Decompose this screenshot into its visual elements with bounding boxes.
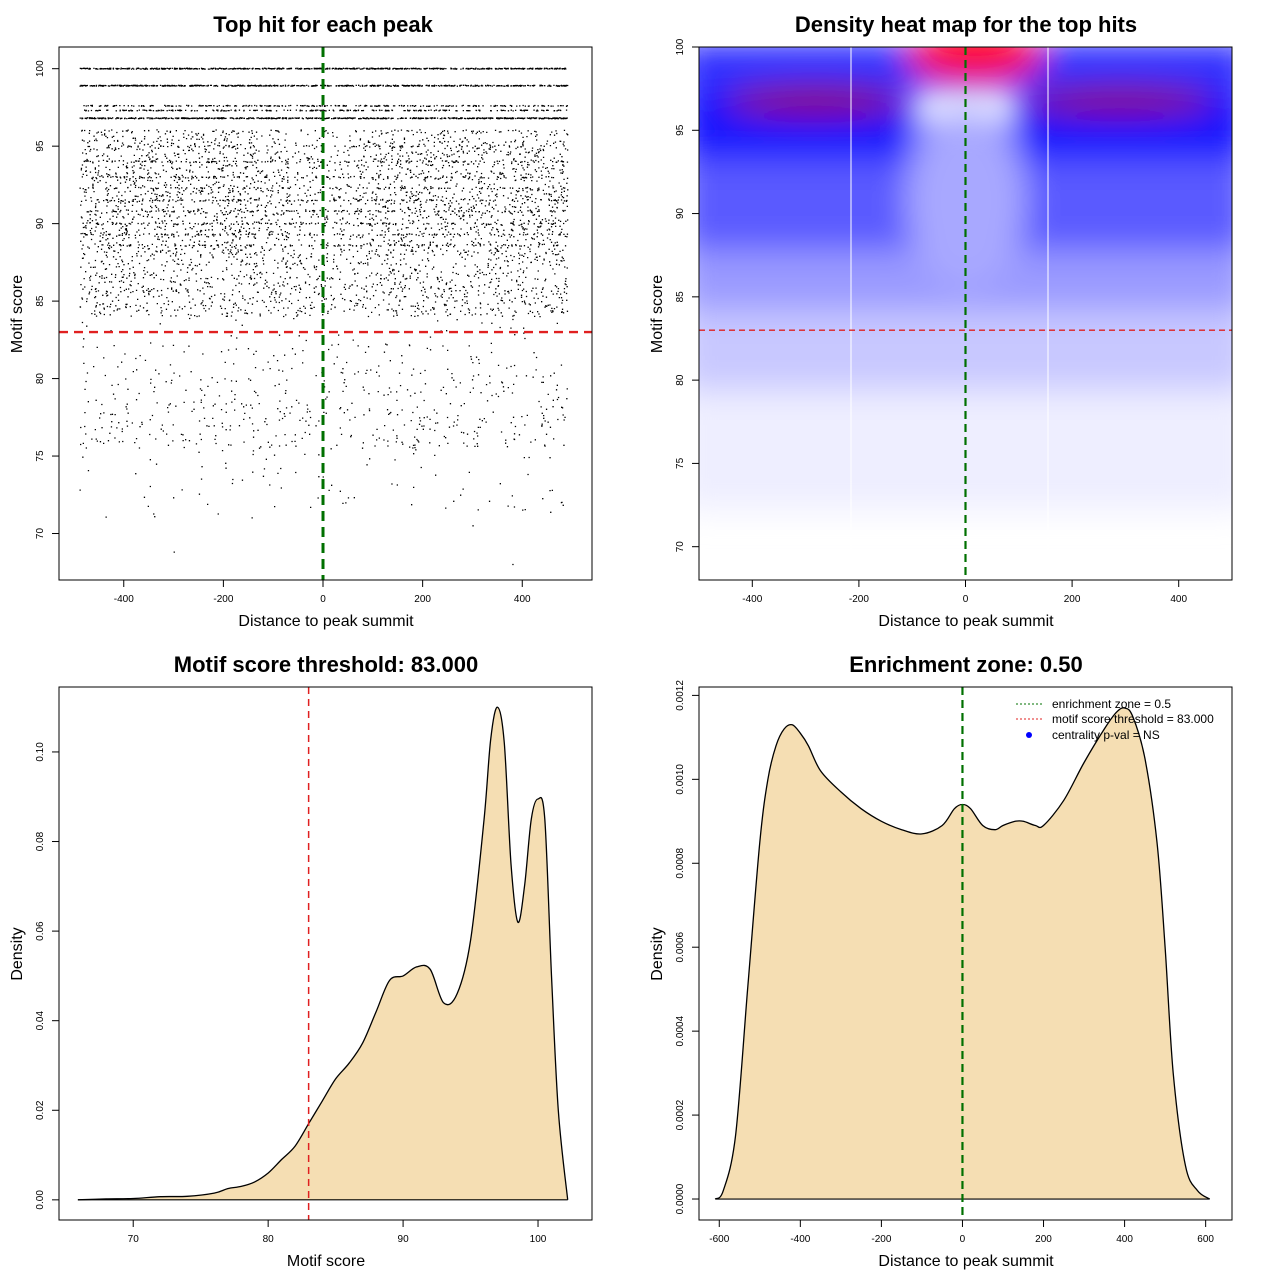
scatter-ytick-label: 85	[35, 295, 46, 307]
heatmap-xtick-label: 200	[1064, 594, 1081, 605]
distance-density-ytick-label: 0.0006	[675, 931, 686, 962]
scatter-xlabel: Distance to peak summit	[238, 613, 414, 630]
distance-density-ytick-label: 0.0010	[675, 764, 686, 795]
heatmap-core-top	[905, 47, 1045, 79]
heatmap-title: Density heat map for the top hits	[795, 12, 1137, 37]
score-density-ytick-label: 0.04	[35, 1011, 46, 1031]
distance-density-xtick-label: -200	[871, 1234, 891, 1245]
scatter-ytick-label: 70	[35, 528, 46, 540]
scatter-ytick-label: 100	[35, 60, 46, 77]
score-density-curve	[77, 706, 569, 1201]
scatter-plot-frame	[58, 46, 593, 581]
distance-density-frame	[698, 686, 1233, 1221]
score-density-xtick-label: 80	[263, 1234, 275, 1245]
scatter-ytick-label: 90	[35, 218, 46, 230]
heatmap-density	[699, 47, 1232, 510]
heatmap-ytick-label: 90	[675, 208, 686, 220]
legend-enrichment-label: enrichment zone = 0.5	[1052, 697, 1171, 711]
legend-centrality-label: centrality p-val = NS	[1052, 728, 1160, 742]
legend-centrality-swatch	[1026, 732, 1032, 738]
scatter-xtick-label: 200	[414, 594, 431, 605]
distance-density-ytick-label: 0.0008	[675, 848, 686, 879]
distance-density-ytick-label: 0.0002	[675, 1099, 686, 1130]
score-density-xlabel: Motif score	[287, 1253, 365, 1270]
scatter-point-marks	[79, 67, 569, 566]
scatter-points	[59, 47, 592, 580]
legend-threshold-label: motif score threshold = 83.000	[1052, 712, 1214, 726]
score-density-ytick-label: 0.02	[35, 1100, 46, 1120]
heatmap-core-right	[1025, 88, 1215, 114]
heatmap-overlay	[699, 47, 1232, 580]
score-density-ticks: 70 80 90 100 0.00 0.02 0.04 0.06 0.08 0.10	[35, 742, 547, 1245]
distance-density-xlabel: Distance to peak summit	[878, 1253, 1054, 1270]
score-density-ytick-label: 0.06	[35, 921, 46, 941]
heatmap-ytick-label: 85	[675, 291, 686, 303]
distance-density-xtick-label: 600	[1197, 1234, 1214, 1245]
heatmap-ytick-label: 100	[675, 38, 686, 55]
scatter-panel: Top hit for each peak Distance to peak s…	[9, 12, 593, 630]
distance-density-panel: Enrichment zone: 0.50 Distance to peak s…	[649, 652, 1233, 1270]
heatmap-xtick-label: -200	[849, 594, 869, 605]
heatmap-ytick-label: 95	[675, 124, 686, 136]
distance-density-xtick-label: 200	[1035, 1234, 1052, 1245]
scatter-ylabel: Motif score	[9, 275, 26, 353]
scatter-ytick-label: 80	[35, 373, 46, 385]
score-density-ytick-label: 0.10	[35, 742, 46, 762]
heatmap-ytick-label: 75	[675, 457, 686, 469]
heatmap-ticks: -400 -200 0 200 400 70 75 80 85 90 95 100	[675, 38, 1187, 605]
scatter-xtick-label: -200	[213, 594, 233, 605]
score-density-area-fill	[77, 707, 568, 1200]
distance-density-title: Enrichment zone: 0.50	[849, 652, 1083, 677]
distance-density-xtick-label: 400	[1116, 1234, 1133, 1245]
score-density-ylabel: Density	[9, 927, 26, 980]
legend: enrichment zone = 0.5 motif score thresh…	[1016, 697, 1214, 742]
distance-density-ytick-label: 0.0000	[675, 1183, 686, 1214]
heatmap-xtick-label: 0	[963, 594, 969, 605]
scatter-xtick-label: 400	[514, 594, 531, 605]
heatmap-core-left	[725, 87, 905, 115]
heatmap-ytick-label: 80	[675, 374, 686, 386]
heatmap-xlabel: Distance to peak summit	[878, 613, 1054, 630]
distance-density-ylabel: Density	[649, 927, 666, 980]
scatter-title: Top hit for each peak	[213, 12, 433, 37]
score-density-plot	[77, 687, 569, 1220]
heatmap-xtick-label: 400	[1170, 594, 1187, 605]
score-density-title: Motif score threshold: 83.000	[174, 652, 478, 677]
scatter-ticks: -400 -200 0 200 400 70 75 80 85 90 95 100	[35, 60, 531, 605]
heatmap-xtick-label: -400	[742, 594, 762, 605]
heatmap-plot-frame	[698, 46, 1233, 581]
score-density-xtick-label: 70	[128, 1234, 140, 1245]
distance-density-plot	[714, 687, 1211, 1220]
score-density-frame	[58, 686, 593, 1221]
scatter-xtick-label: 0	[320, 594, 326, 605]
distance-density-xtick-label: -400	[790, 1234, 810, 1245]
scatter-ytick-label: 95	[35, 140, 46, 152]
score-density-ytick-label: 0.00	[35, 1190, 46, 1210]
distance-density-ytick-label: 0.0004	[675, 1015, 686, 1046]
score-density-panel: Motif score threshold: 83.000 Motif scor…	[9, 652, 593, 1270]
distance-density-xtick-label: 0	[960, 1234, 966, 1245]
distance-density-xtick-label: -600	[709, 1234, 729, 1245]
scatter-ytick-label: 75	[35, 450, 46, 462]
distance-density-curve	[714, 707, 1211, 1200]
heatmap-panel: Density heat map for the top hits Distan…	[649, 12, 1233, 630]
score-density-ytick-label: 0.08	[35, 831, 46, 851]
distance-density-ytick-label: 0.0012	[675, 680, 686, 711]
score-density-xtick-label: 100	[530, 1234, 547, 1245]
score-density-xtick-label: 90	[398, 1234, 410, 1245]
heatmap-ytick-label: 70	[675, 541, 686, 553]
scatter-xtick-label: -400	[114, 594, 134, 605]
distance-density-ticks: -600 -400 -200 0 200 400 600 0.0000 0.0002 0.0004…	[675, 680, 1214, 1245]
heatmap-center-glow	[906, 110, 1026, 290]
heatmap-ylabel: Motif score	[649, 275, 666, 353]
